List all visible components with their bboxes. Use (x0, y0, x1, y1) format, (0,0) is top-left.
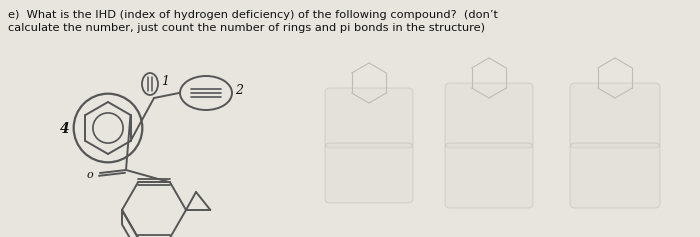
Text: e)  What is the IHD (index of hydrogen deficiency) of the following compound?  (: e) What is the IHD (index of hydrogen de… (8, 10, 498, 20)
FancyBboxPatch shape (325, 143, 413, 203)
FancyBboxPatch shape (570, 143, 660, 208)
FancyBboxPatch shape (445, 143, 533, 208)
Text: 1: 1 (161, 75, 169, 88)
Text: o: o (86, 170, 93, 180)
FancyBboxPatch shape (445, 83, 533, 148)
FancyBboxPatch shape (325, 88, 413, 148)
Text: 2: 2 (235, 85, 243, 97)
Text: 4: 4 (60, 122, 70, 136)
Text: calculate the number, just count the number of rings and pi bonds in the structu: calculate the number, just count the num… (8, 23, 485, 33)
FancyBboxPatch shape (570, 83, 660, 148)
